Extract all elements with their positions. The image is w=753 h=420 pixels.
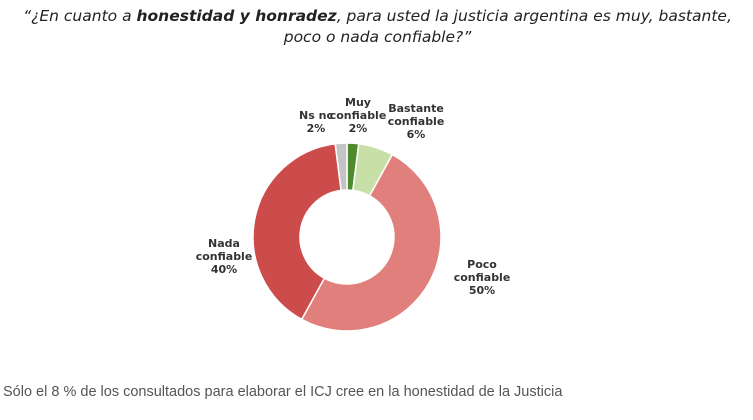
title-emphasis: honestidad y honradez bbox=[136, 7, 337, 25]
label-poco-confiable: Poco confiable 50% bbox=[454, 258, 511, 297]
slice-poco-confiable bbox=[300, 153, 442, 332]
donut-chart: Muy confiable 2%Bastante confiable 6% Poco con… bbox=[196, 96, 511, 332]
label-nada-confiable: Nada confiable 40% bbox=[196, 237, 253, 276]
label-ns-nc: Ns nc 2% bbox=[299, 109, 333, 135]
label-bastante-confiable: Bastante confiable 6% bbox=[388, 102, 445, 141]
donut-slices bbox=[252, 142, 442, 332]
caption: Sólo el 8 % de los consultados para elab… bbox=[3, 384, 563, 400]
label-muy-confiable: Muy confiable 2% bbox=[330, 96, 387, 135]
slice-nada-confiable bbox=[252, 142, 342, 321]
title-prefix: “¿En cuanto a bbox=[23, 7, 137, 25]
slice-ns-nc bbox=[334, 142, 348, 192]
slice-labels: Muy confiable 2%Bastante confiable 6% Poco con… bbox=[196, 96, 511, 297]
title-suffix: , para usted la justicia argentina es mu… bbox=[283, 7, 732, 46]
chart-title: “¿En cuanto a honestidad y honradez, par… bbox=[10, 6, 745, 48]
